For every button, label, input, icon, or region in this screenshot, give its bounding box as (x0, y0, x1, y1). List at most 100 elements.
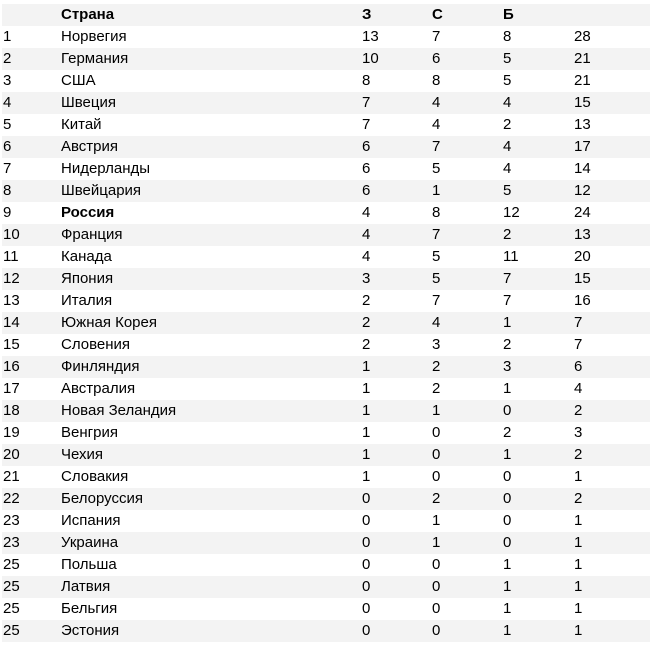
cell-silver: 2 (432, 380, 441, 397)
cell-bronze: 4 (503, 136, 574, 158)
cell-bronze: 1 (503, 620, 574, 642)
cell-rank: 2 (2, 48, 61, 70)
cell-total: 21 (574, 48, 650, 70)
cell-country: США (61, 72, 96, 89)
cell-rank: 19 (3, 424, 20, 441)
cell-silver: 0 (432, 424, 441, 441)
cell-gold: 4 (362, 248, 371, 265)
table-row: 8 Швейцария 6 1 5 12 (2, 180, 650, 202)
cell-rank: 18 (2, 400, 61, 422)
cell-gold: 0 (362, 532, 432, 554)
cell-total: 2 (574, 488, 650, 510)
cell-gold: 4 (362, 224, 432, 246)
cell-bronze: 7 (503, 292, 512, 309)
cell-total: 2 (574, 400, 650, 422)
cell-rank: 25 (3, 600, 20, 617)
cell-bronze: 5 (503, 72, 512, 89)
cell-country: Венгрия (61, 424, 118, 441)
cell-silver: 5 (432, 268, 503, 290)
cell-rank: 13 (3, 292, 20, 309)
cell-gold: 1 (362, 356, 432, 378)
table-row: 6 Австрия 6 7 4 17 (2, 136, 650, 158)
cell-gold: 0 (362, 512, 371, 529)
cell-bronze: 2 (503, 424, 512, 441)
cell-total: 24 (574, 204, 591, 221)
cell-country: Китай (61, 116, 102, 133)
cell-total: 12 (574, 180, 650, 202)
cell-total: 13 (574, 224, 650, 246)
cell-silver: 1 (432, 400, 503, 422)
cell-bronze: 11 (503, 248, 519, 265)
cell-silver: 8 (432, 204, 441, 221)
table-row: 23 Испания 0 1 0 1 (2, 510, 650, 532)
cell-silver: 7 (432, 136, 503, 158)
cell-gold: 1 (362, 380, 371, 397)
table-row: 4 Швеция 7 4 4 15 (2, 92, 650, 114)
cell-bronze: 4 (503, 160, 512, 177)
cell-bronze: 1 (503, 556, 512, 573)
cell-total: 2 (574, 444, 650, 466)
cell-bronze: 0 (503, 400, 574, 422)
table-row: 5 Китай 7 4 2 13 (2, 114, 650, 136)
cell-bronze: 1 (503, 444, 574, 466)
cell-bronze: 4 (503, 92, 574, 114)
cell-rank: 10 (2, 224, 61, 246)
cell-bronze: 0 (503, 512, 512, 529)
cell-country: Россия (61, 204, 115, 221)
cell-gold: 1 (362, 444, 432, 466)
table-row: 1 Норвегия 13 7 8 28 (2, 26, 650, 48)
cell-rank: 4 (2, 92, 61, 114)
cell-country: Польша (61, 556, 117, 573)
cell-rank: 5 (3, 116, 12, 133)
cell-country: Латвия (61, 576, 362, 598)
cell-total: 1 (574, 620, 650, 642)
cell-country: Чехия (61, 444, 362, 466)
cell-total: 1 (574, 600, 583, 617)
cell-gold: 2 (362, 292, 371, 309)
cell-silver: 2 (432, 488, 503, 510)
table-row: 23 Украина 0 1 0 1 (2, 532, 650, 554)
table-row: 3 США 8 8 5 21 (2, 70, 650, 92)
cell-rank: 25 (2, 620, 61, 642)
table-row: 12 Япония 3 5 7 15 (2, 268, 650, 290)
cell-country: Белоруссия (61, 488, 362, 510)
table-row: 9 Россия 4 8 12 24 (2, 202, 650, 224)
cell-rank: 9 (3, 204, 12, 221)
cell-silver: 6 (432, 48, 503, 70)
cell-rank: 22 (2, 488, 61, 510)
header-total (574, 4, 650, 26)
cell-silver: 7 (432, 224, 503, 246)
cell-bronze: 8 (503, 28, 512, 45)
cell-rank: 23 (3, 512, 20, 529)
cell-gold: 13 (362, 28, 379, 45)
header-silver: С (432, 4, 503, 26)
cell-rank: 25 (3, 556, 20, 573)
cell-silver: 0 (432, 556, 441, 573)
cell-gold: 0 (362, 488, 432, 510)
cell-country: Канада (61, 248, 112, 265)
cell-bronze: 0 (503, 488, 574, 510)
cell-total: 21 (574, 72, 591, 89)
cell-total: 20 (574, 248, 591, 265)
cell-gold: 8 (362, 72, 371, 89)
table-row: 22 Белоруссия 0 2 0 2 (2, 488, 650, 510)
cell-silver: 1 (432, 532, 503, 554)
cell-silver: 1 (432, 512, 441, 529)
cell-country: Италия (61, 292, 113, 309)
cell-gold: 0 (362, 620, 432, 642)
cell-rank: 15 (3, 336, 20, 353)
cell-gold: 3 (362, 268, 432, 290)
cell-rank: 23 (2, 532, 61, 554)
cell-country: Австралия (61, 380, 136, 397)
cell-gold: 10 (362, 48, 432, 70)
cell-silver: 5 (432, 160, 441, 177)
cell-bronze: 0 (503, 468, 512, 485)
table-row: 7 Нидерланды 6 5 4 14 (2, 158, 650, 180)
header-gold: З (362, 4, 432, 26)
cell-total: 1 (574, 468, 583, 485)
cell-rank: 16 (2, 356, 61, 378)
cell-bronze: 5 (503, 180, 574, 202)
cell-country: Швейцария (61, 180, 362, 202)
cell-total: 7 (574, 336, 583, 353)
cell-country: Япония (61, 268, 362, 290)
